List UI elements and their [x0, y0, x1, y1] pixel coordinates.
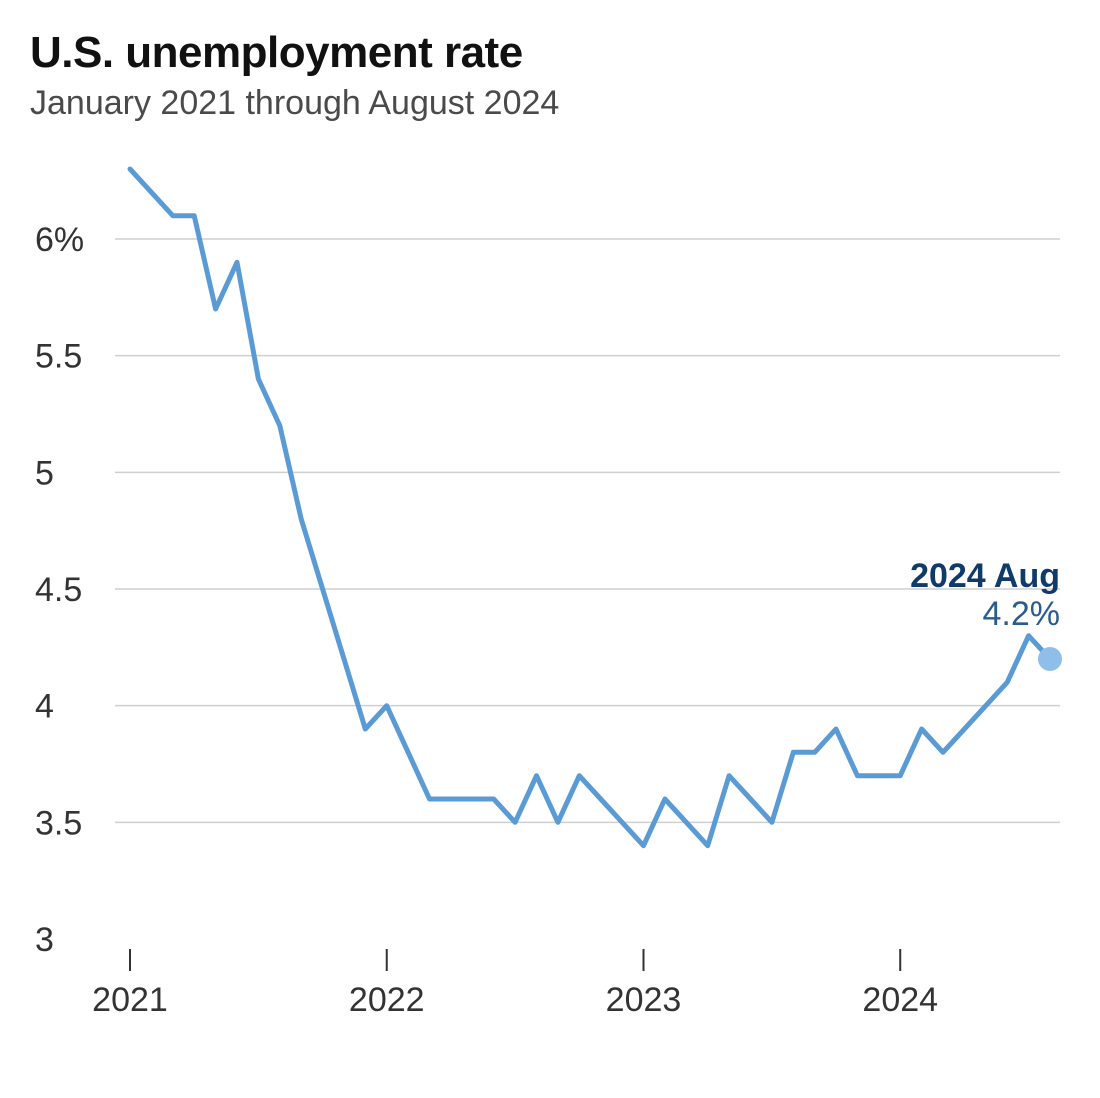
callout-date: 2024 Aug	[910, 557, 1060, 595]
x-axis-label: 2021	[92, 981, 168, 1019]
chart-title: U.S. unemployment rate	[30, 28, 1070, 78]
y-axis-label: 3	[35, 921, 54, 959]
endpoint-marker	[1038, 647, 1062, 671]
y-axis-label: 5.5	[35, 338, 82, 376]
y-axis-label: 4.5	[35, 571, 82, 609]
y-axis-label: 6%	[35, 221, 84, 259]
x-axis-label: 2024	[862, 981, 938, 1019]
unemployment-series-line	[130, 169, 1050, 846]
y-axis-label: 5	[35, 454, 54, 492]
y-axis-label: 4	[35, 688, 54, 726]
x-axis-label: 2022	[349, 981, 425, 1019]
y-axis-label: 3.5	[35, 804, 82, 842]
chart-subtitle: January 2021 through August 2024	[30, 84, 1070, 123]
unemployment-line-chart: 6% 5.5 5 4.5 4 3.5 3 2021 2022 2023 2024 2024 Aug4.…	[30, 149, 1070, 1049]
callout-value: 4.2%	[983, 595, 1061, 633]
x-axis-label: 2023	[606, 981, 682, 1019]
